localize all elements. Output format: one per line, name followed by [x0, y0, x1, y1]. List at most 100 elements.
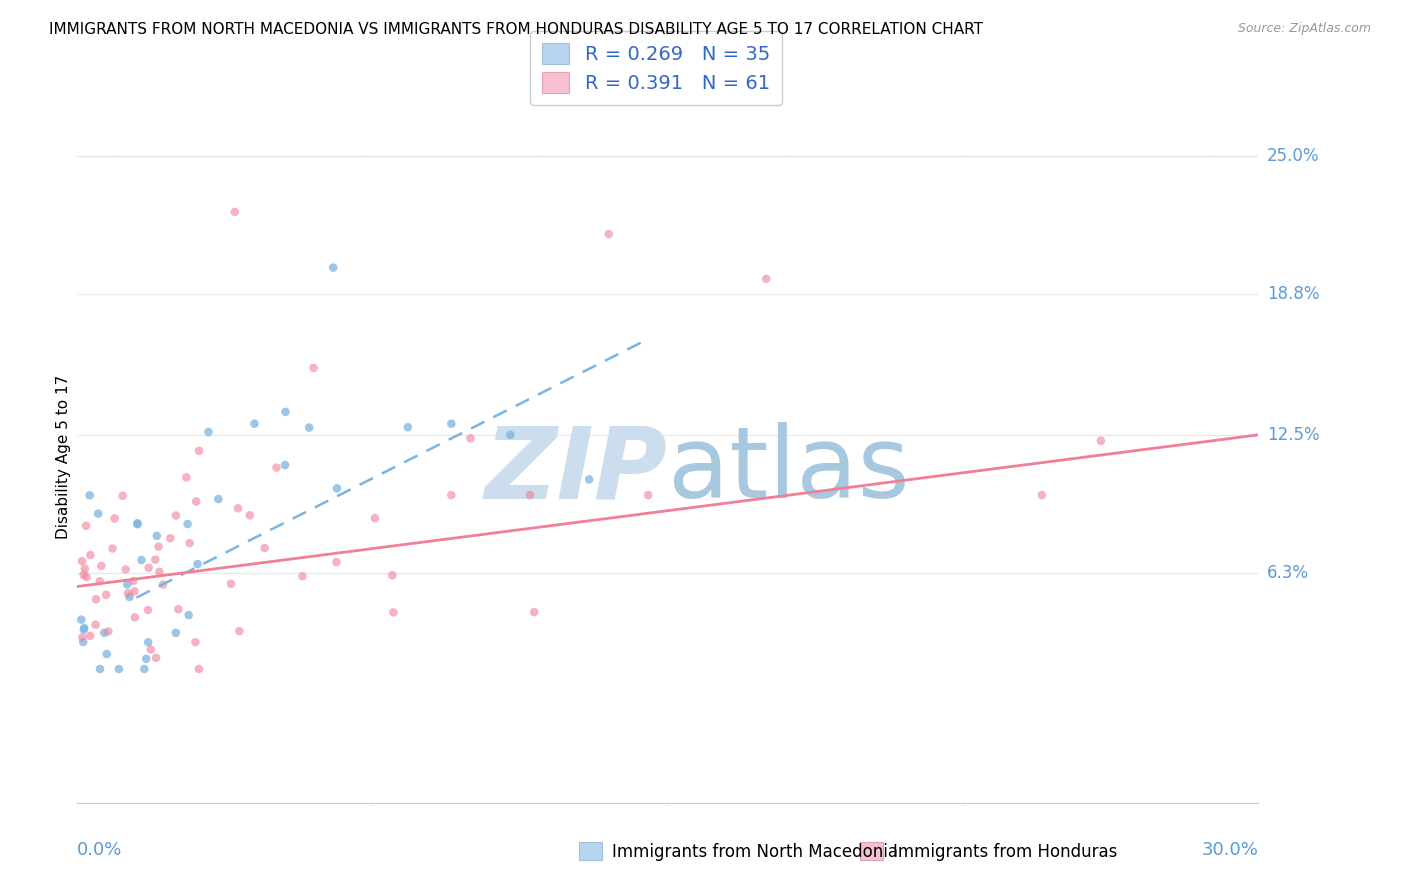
Point: [124, 584, 146, 599]
Point: [122, 574, 145, 588]
Y-axis label: Disability Age 5 to 17: Disability Age 5 to 17: [56, 375, 70, 540]
Point: [207, 492, 229, 507]
Point: [274, 405, 297, 419]
Point: [124, 610, 146, 624]
Point: [755, 271, 778, 285]
Point: [143, 552, 166, 566]
Point: [139, 642, 162, 657]
Point: [176, 470, 198, 484]
Text: Source: ZipAtlas.com: Source: ZipAtlas.com: [1237, 22, 1371, 36]
Point: [188, 443, 211, 458]
Point: [148, 565, 170, 579]
Point: [187, 662, 209, 676]
Point: [93, 625, 115, 640]
Point: [152, 577, 174, 591]
Point: [73, 621, 96, 635]
Point: [325, 555, 347, 569]
Point: [101, 541, 124, 556]
Point: [90, 558, 112, 573]
Point: [84, 592, 107, 607]
Point: [136, 603, 159, 617]
Point: [519, 488, 541, 502]
Point: [499, 427, 522, 442]
Point: [72, 635, 94, 649]
Text: ZIP: ZIP: [485, 423, 668, 519]
Point: [127, 517, 149, 532]
Point: [266, 460, 288, 475]
Point: [523, 605, 546, 619]
Point: [79, 629, 101, 643]
Point: [440, 488, 463, 502]
Point: [298, 420, 321, 434]
Point: [135, 652, 157, 666]
Text: 0.0%: 0.0%: [77, 841, 122, 859]
Point: [578, 472, 600, 486]
Text: 18.8%: 18.8%: [1267, 285, 1319, 303]
Point: [87, 507, 110, 521]
Point: [165, 508, 187, 523]
Point: [239, 508, 262, 523]
Point: [1031, 488, 1053, 502]
Point: [184, 635, 207, 649]
Point: [131, 553, 153, 567]
Text: 25.0%: 25.0%: [1267, 147, 1319, 165]
Point: [145, 651, 167, 665]
Point: [73, 623, 96, 637]
Point: [228, 624, 250, 639]
Text: IMMIGRANTS FROM NORTH MACEDONIA VS IMMIGRANTS FROM HONDURAS DISABILITY AGE 5 TO : IMMIGRANTS FROM NORTH MACEDONIA VS IMMIG…: [49, 22, 983, 37]
Point: [440, 417, 463, 431]
Text: atlas: atlas: [668, 423, 910, 519]
Point: [322, 260, 344, 275]
Point: [73, 562, 96, 576]
Point: [179, 536, 201, 550]
Point: [176, 516, 198, 531]
Point: [1090, 434, 1112, 448]
Point: [96, 647, 118, 661]
Point: [167, 602, 190, 616]
Point: [224, 204, 246, 219]
Point: [127, 516, 149, 531]
Point: [274, 458, 297, 472]
Text: 12.5%: 12.5%: [1267, 425, 1319, 444]
Point: [637, 488, 659, 502]
FancyBboxPatch shape: [860, 842, 883, 860]
Point: [226, 501, 249, 516]
Point: [148, 540, 170, 554]
Point: [197, 425, 219, 439]
Point: [114, 562, 136, 576]
Point: [146, 529, 169, 543]
Point: [117, 577, 139, 591]
Point: [76, 570, 98, 584]
Text: Immigrants from Honduras: Immigrants from Honduras: [893, 843, 1118, 861]
Point: [598, 227, 620, 241]
Point: [111, 489, 134, 503]
Point: [89, 662, 111, 676]
Point: [165, 626, 187, 640]
Text: Immigrants from North Macedonia: Immigrants from North Macedonia: [612, 843, 897, 861]
Point: [118, 590, 141, 604]
Point: [117, 586, 139, 600]
Point: [75, 518, 97, 533]
Point: [79, 548, 101, 562]
Point: [79, 488, 101, 502]
Point: [381, 568, 404, 582]
Point: [291, 569, 314, 583]
Point: [186, 494, 208, 508]
Point: [138, 561, 160, 575]
Point: [460, 431, 482, 445]
Point: [70, 554, 93, 568]
Point: [159, 531, 181, 545]
Point: [326, 482, 349, 496]
Point: [253, 541, 276, 555]
Point: [70, 631, 93, 645]
Text: 30.0%: 30.0%: [1202, 841, 1258, 859]
Legend: R = 0.269   N = 35, R = 0.391   N = 61: R = 0.269 N = 35, R = 0.391 N = 61: [530, 31, 782, 105]
Point: [108, 662, 131, 676]
Point: [136, 635, 159, 649]
Point: [103, 511, 125, 525]
Point: [186, 557, 208, 571]
Point: [84, 617, 107, 632]
Point: [94, 588, 117, 602]
Point: [364, 511, 387, 525]
Point: [97, 624, 120, 639]
